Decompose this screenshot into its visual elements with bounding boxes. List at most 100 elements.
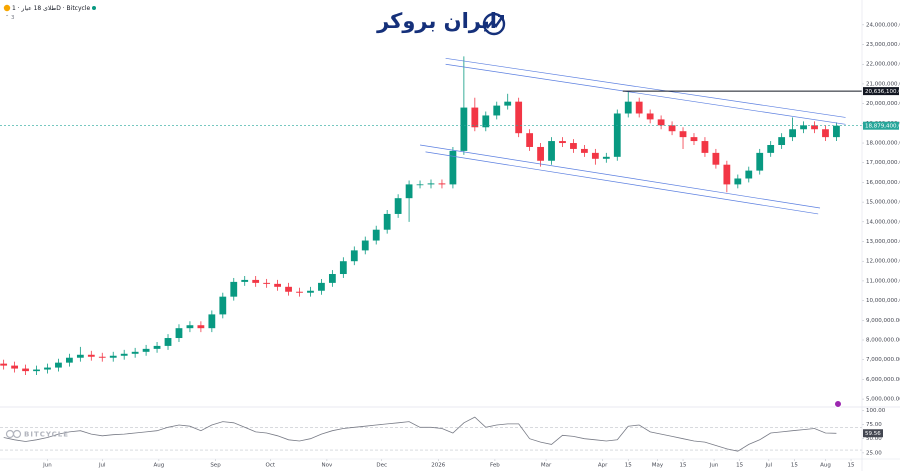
y-tick-label: 5,000,000.00 [866, 397, 900, 403]
chevron[interactable]: ⌃ [5, 15, 9, 21]
candle-body [624, 101, 632, 114]
candle-body [679, 131, 687, 138]
logo-icon [482, 12, 506, 36]
candle-body [44, 367, 51, 370]
y-tick-label: 8,000,000.00 [866, 338, 900, 344]
x-tick-label: 15 [791, 463, 798, 469]
y-tick-label: 11,000,000.00 [866, 278, 900, 284]
candle-body [482, 115, 490, 128]
candle-body [405, 184, 413, 199]
x-tick-label: Aug [820, 463, 831, 469]
candle-body [66, 357, 73, 363]
x-tick-label: Jun [709, 463, 719, 469]
candle-body [175, 328, 183, 339]
y-tick-label: 15,000,000.00 [866, 200, 900, 206]
candle-body [438, 183, 446, 185]
candle-body [449, 150, 457, 185]
candle-body [142, 348, 150, 352]
candle-body [811, 125, 818, 130]
candle-body [471, 107, 479, 128]
candle-body [734, 178, 742, 185]
candle-body [690, 137, 698, 142]
x-tick-label: Mar [541, 463, 552, 469]
candle-body [263, 282, 271, 284]
price-label: 18,879,400.00 [865, 124, 900, 130]
candle-body [252, 279, 260, 283]
rsi-line [3, 416, 837, 452]
candle-body [559, 141, 566, 144]
candle-body [208, 314, 216, 329]
candle-body [427, 183, 435, 185]
candle-body [822, 129, 829, 138]
indicator-count[interactable]: 3 [11, 15, 15, 21]
candle-body [274, 283, 281, 287]
candle-body [581, 148, 588, 153]
candle-body [131, 351, 139, 354]
candle-body [833, 125, 840, 138]
y-tick-label: 50.00 [866, 436, 882, 442]
candle-body [285, 286, 292, 292]
y-tick-label: 16,000,000.00 [866, 180, 900, 186]
x-tick-label: 15 [680, 463, 687, 469]
candle-body [383, 213, 391, 230]
candle-body [109, 355, 117, 358]
x-tick-label: 2026 [431, 463, 445, 469]
candle-body [33, 369, 40, 372]
candle-body [186, 325, 194, 329]
y-tick-label: 25.00 [866, 450, 882, 456]
candle-body [526, 133, 534, 147]
candle-body [778, 137, 786, 145]
candle-body [120, 353, 128, 356]
candle-body [460, 107, 468, 151]
watermark: BITCYCLE [24, 431, 69, 439]
candle-body [537, 146, 544, 161]
candle-body [307, 290, 314, 293]
candle-body [76, 354, 84, 358]
trendline [419, 144, 821, 209]
candle-body [318, 282, 325, 291]
x-tick-label: Jul [98, 463, 106, 469]
x-tick-label: 15 [848, 463, 855, 469]
candle-body [55, 362, 62, 368]
candle-body [591, 152, 599, 159]
event-icon[interactable] [834, 400, 842, 408]
y-tick-label: 6,000,000.00 [866, 377, 900, 383]
candle-body [87, 354, 95, 357]
plot-layers: 5,000,000.00 6,000,000.00 7,000,000.00 8,00… [0, 22, 900, 469]
candle-body [515, 101, 523, 134]
market-status[interactable] [92, 6, 96, 10]
candle-body [241, 279, 249, 282]
y-tick-label: 18,000,000.00 [866, 141, 900, 147]
candle-body [219, 296, 227, 315]
y-tick-label: 21,000,000.00 [866, 81, 900, 87]
y-tick-label: 75.00 [866, 422, 882, 428]
symbol-title: طلای 18 عیار · 1D · Bitcycle [12, 5, 90, 12]
x-tick-label: Aug [154, 463, 165, 469]
logo-text: ایران بروکر [376, 9, 497, 33]
candle-body [767, 145, 775, 153]
candle-body [745, 170, 753, 179]
candle-body [328, 274, 336, 283]
trendline [445, 63, 846, 125]
candle-body [646, 113, 654, 120]
price-label: 20,636,100.00 [865, 89, 900, 95]
x-tick-label: Jun [42, 463, 52, 469]
candle-body [548, 141, 555, 161]
y-tick-label: 20,000,000.00 [866, 101, 900, 107]
candle-body [635, 101, 643, 114]
y-tick-label: 24,000,000.00 [866, 22, 900, 28]
candle-body [657, 119, 665, 126]
value-label: 59.56 [865, 431, 881, 437]
y-tick-label: 14,000,000.00 [866, 219, 900, 225]
y-tick-label: 22,000,000.00 [866, 62, 900, 68]
x-tick-label: Dec [376, 463, 387, 469]
price-label-box [863, 121, 899, 130]
candle-body [668, 125, 676, 132]
x-tick-label: Sep [210, 463, 221, 469]
x-tick-label: Nov [322, 463, 333, 469]
x-tick-label: 15 [625, 463, 632, 469]
candle-body [701, 141, 709, 153]
y-tick-label: 7,000,000.00 [866, 357, 900, 363]
candle-body [723, 164, 731, 185]
